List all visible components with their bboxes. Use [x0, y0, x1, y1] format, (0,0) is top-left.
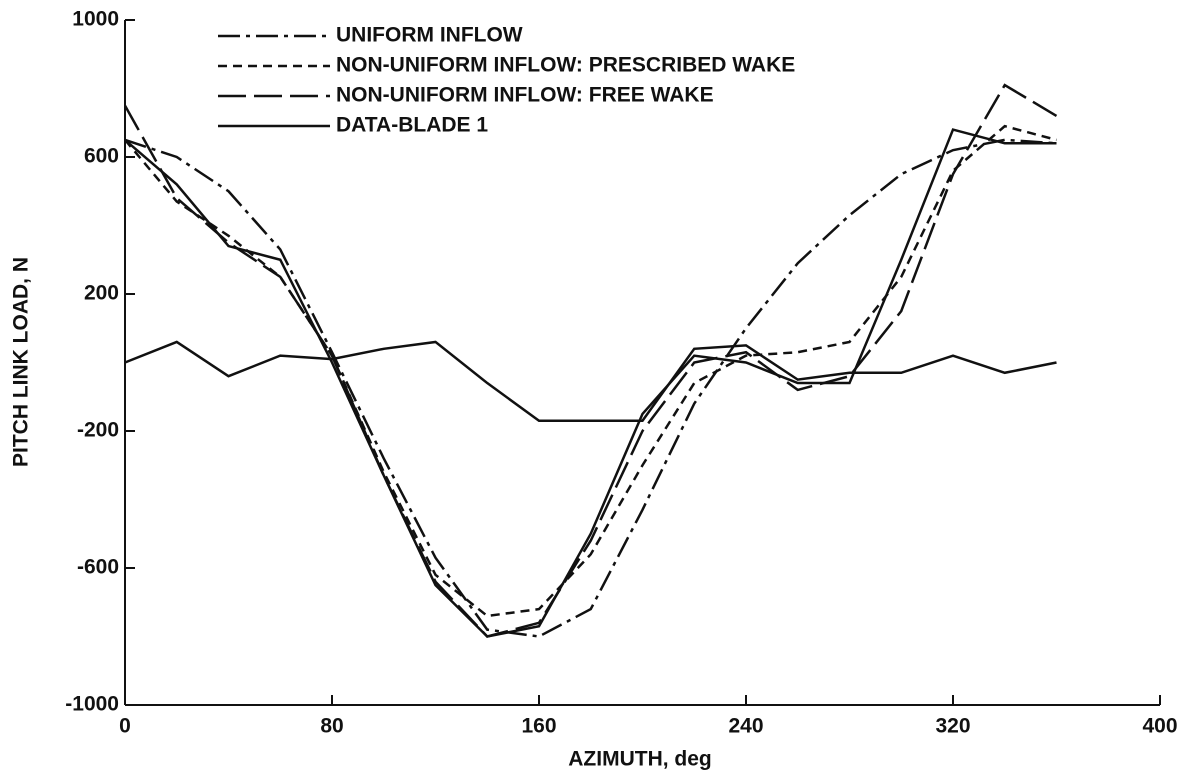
x-tick-label: 240	[728, 715, 763, 738]
series-line	[124, 340, 1057, 422]
legend-label: UNIFORM INFLOW	[336, 24, 523, 47]
x-tick-label: 160	[521, 715, 556, 738]
x-tick-label: 320	[935, 715, 970, 738]
legend-label: DATA-BLADE 1	[336, 114, 488, 137]
x-tick-label: 80	[320, 715, 343, 738]
legend-label: NON-UNIFORM INFLOW: PRESCRIBED WAKE	[336, 54, 795, 77]
x-axis-label: AZIMUTH, deg	[568, 748, 711, 771]
y-tick-label: 600	[84, 145, 119, 168]
x-tick-label: 0	[119, 715, 131, 738]
x-tick-label: 400	[1142, 715, 1177, 738]
series-line	[123, 83, 1058, 638]
y-tick-label: -200	[77, 419, 119, 442]
y-tick-label: -1000	[65, 693, 119, 716]
y-tick-label: -600	[77, 556, 119, 579]
y-tick-label: 1000	[72, 8, 119, 31]
y-tick-label: 200	[84, 282, 119, 305]
series-line	[124, 128, 1057, 638]
series-line	[124, 124, 1057, 618]
legend-label: NON-UNIFORM INFLOW: FREE WAKE	[336, 84, 714, 107]
y-axis-label: PITCH LINK LOAD, N	[10, 257, 33, 467]
series-line	[124, 138, 1057, 638]
